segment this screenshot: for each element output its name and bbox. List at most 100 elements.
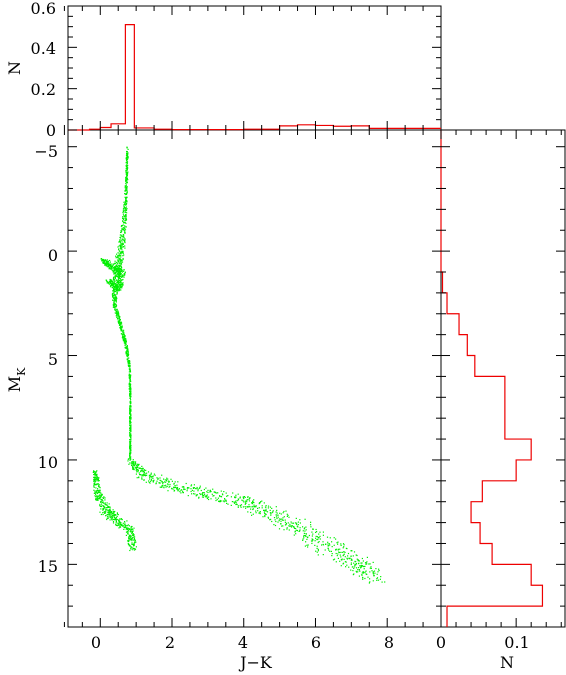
scatter-point	[141, 470, 143, 472]
scatter-point	[111, 514, 113, 517]
scatter-point	[207, 489, 209, 491]
scatter-point	[315, 531, 317, 533]
scatter-point	[123, 333, 125, 335]
scatter-point	[114, 308, 116, 310]
scatter-point	[117, 288, 119, 290]
scatter-point	[137, 469, 139, 471]
scatter-point	[374, 572, 376, 574]
sequence-lower-main-sequence	[127, 458, 386, 584]
scatter-point	[99, 491, 101, 493]
scatter-point	[318, 533, 320, 535]
scatter-point	[341, 559, 343, 561]
scatter-point	[123, 207, 125, 209]
scatter-point	[129, 457, 131, 459]
scatter-point	[139, 467, 141, 469]
scatter-point	[209, 491, 211, 493]
scatter-point	[93, 473, 95, 476]
scatter-point	[181, 489, 183, 491]
scatter-point	[129, 418, 131, 420]
scatter-point	[121, 227, 123, 229]
scatter-point	[116, 515, 118, 517]
scatter-point	[129, 450, 131, 452]
scatter-point	[95, 471, 97, 473]
scatter-point	[237, 493, 239, 495]
scatter-point	[116, 256, 118, 258]
scatter-point	[101, 498, 103, 501]
scatter-point	[113, 270, 115, 273]
scatter-point	[121, 252, 123, 254]
scatter-point	[118, 270, 120, 272]
scatter-point	[95, 499, 97, 501]
scatter-point	[113, 296, 115, 298]
scatter-point	[118, 260, 120, 262]
scatter-point	[115, 300, 117, 302]
scatter-point	[116, 259, 119, 261]
scatter-point	[269, 509, 271, 511]
scatter-point	[194, 493, 196, 495]
scatter-point	[126, 168, 128, 170]
scatter-point	[109, 509, 111, 511]
scatter-point	[131, 540, 133, 542]
scatter-point	[119, 522, 121, 524]
scatter-point	[131, 543, 133, 545]
scatter-point	[206, 491, 208, 493]
scatter-point	[204, 495, 206, 497]
scatter-point	[94, 495, 96, 497]
scatter-point	[288, 525, 290, 527]
scatter-point	[125, 172, 127, 174]
scatter-point	[113, 305, 115, 307]
scatter-point	[124, 232, 126, 234]
scatter-point	[340, 556, 342, 558]
scatter-point	[220, 500, 222, 502]
scatter-point	[176, 484, 178, 486]
scatter-point	[119, 236, 121, 239]
scatter-point	[123, 222, 125, 224]
scatter-point	[356, 571, 358, 573]
scatter-point	[128, 530, 130, 532]
scatter-point	[130, 391, 132, 393]
scatter-point	[127, 351, 129, 353]
scatter-point	[240, 506, 242, 508]
scatter-point	[124, 245, 126, 247]
scatter-point	[202, 492, 204, 494]
scatter-point	[123, 528, 125, 530]
scatter-point	[125, 338, 127, 340]
scatter-point	[167, 480, 169, 482]
scatter-point	[120, 265, 122, 267]
scatter-point	[348, 566, 350, 568]
scatter-point	[151, 476, 153, 478]
scatter-point	[241, 499, 243, 501]
scatter-point	[315, 528, 317, 531]
scatter-point	[119, 282, 121, 284]
scatter-point	[251, 502, 253, 504]
scatter-point	[117, 275, 119, 278]
scatter-point	[305, 533, 307, 535]
scatter-point	[113, 266, 115, 268]
scatter-point	[119, 262, 121, 264]
scatter-point	[130, 410, 132, 412]
scatter-point	[153, 479, 155, 481]
scatter-point	[126, 151, 128, 153]
scatter-point	[112, 284, 114, 286]
scatter-point	[353, 551, 356, 553]
scatter-point	[132, 459, 134, 461]
scatter-point	[117, 263, 119, 265]
scatter-point	[196, 494, 198, 496]
top-histogram	[68, 24, 441, 131]
scatter-point	[311, 540, 313, 542]
scatter-point	[302, 539, 304, 541]
scatter-point	[106, 280, 108, 282]
scatter-point	[350, 559, 352, 561]
scatter-point	[125, 209, 127, 211]
scatter-point	[121, 327, 123, 329]
scatter-point	[125, 189, 127, 191]
scatter-point	[120, 270, 123, 272]
scatter-point	[93, 476, 95, 478]
scatter-point	[365, 573, 367, 575]
scatter-point	[99, 503, 101, 505]
scatter-point	[322, 531, 324, 533]
scatter-point	[120, 256, 122, 258]
scatter-point	[114, 275, 116, 277]
scatter-point	[219, 495, 221, 498]
scatter-point	[114, 514, 116, 516]
